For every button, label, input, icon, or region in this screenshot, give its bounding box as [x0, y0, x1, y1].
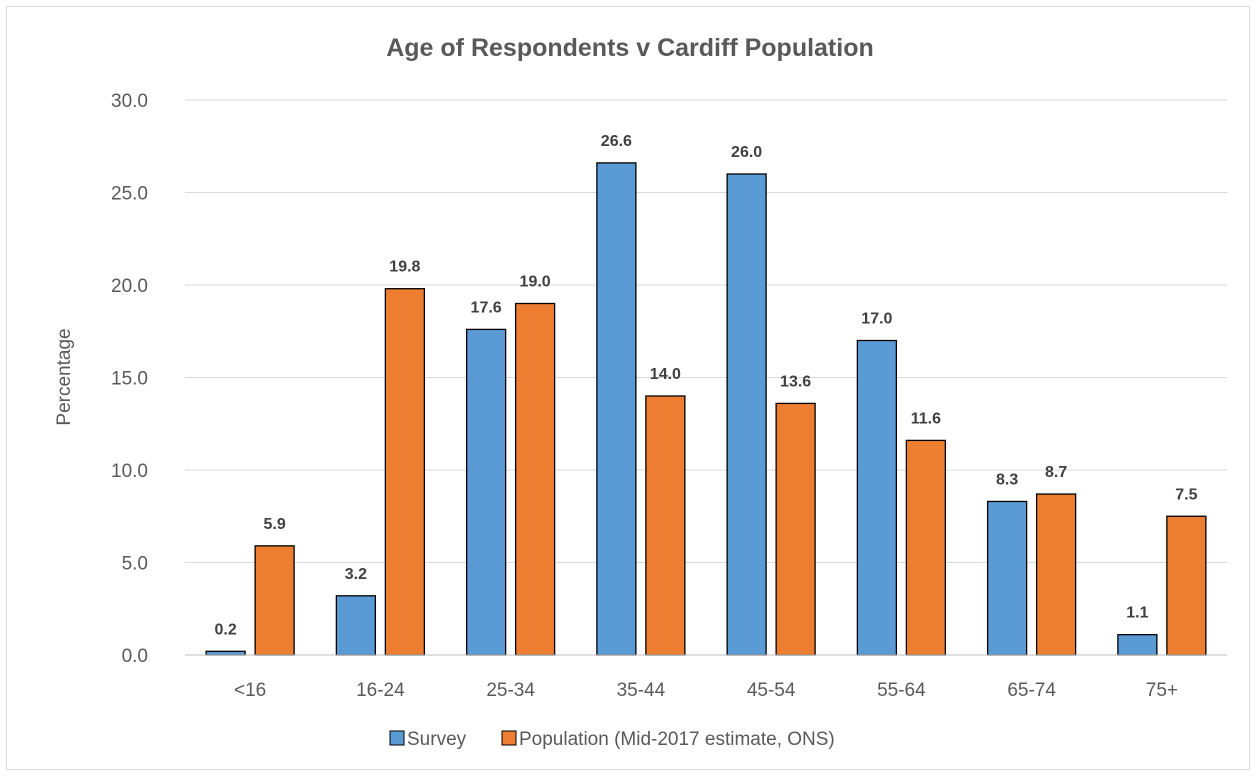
- legend: Survey Population (Mid-2017 estimate, ONS…: [389, 729, 835, 750]
- survey-data-label: 26.6: [601, 133, 632, 150]
- y-tick-label: 25.0: [111, 184, 148, 205]
- population-data-label: 19.0: [520, 274, 551, 291]
- gridlines: [185, 99, 1227, 563]
- survey-bar: [726, 173, 767, 656]
- legend-label-survey: Survey: [407, 729, 467, 750]
- population-data-label: 5.9: [264, 516, 286, 533]
- population-data-label: 19.8: [389, 259, 420, 276]
- y-tick-label: 20.0: [111, 276, 148, 297]
- data-labels: 0.2 5.9 3.2 19.8 17.6 19.0 26.6 14.0 26.0 13.6 17.…: [215, 133, 1198, 638]
- population-data-label: 14.0: [650, 366, 681, 383]
- x-tick-label: 75+: [1146, 680, 1178, 701]
- y-tick-label: 30.0: [111, 91, 148, 112]
- y-tick-label: 15.0: [111, 369, 148, 390]
- population-data-label: 11.6: [911, 410, 941, 427]
- y-tick-label: 0.0: [122, 646, 148, 667]
- survey-data-label: 26.0: [731, 144, 762, 161]
- survey-bar: [1117, 634, 1158, 656]
- chart-title: Age of Respondents v Cardiff Population: [386, 34, 874, 62]
- population-bar: [905, 439, 947, 656]
- survey-bar: [335, 595, 377, 656]
- population-bar: [1166, 515, 1207, 656]
- survey-bar: [465, 328, 507, 656]
- x-tick-label: 35-44: [617, 680, 666, 701]
- bars: [205, 162, 1207, 656]
- y-axis-label: Percentage: [54, 328, 75, 425]
- population-bar: [775, 402, 816, 656]
- population-data-label: 8.7: [1045, 464, 1067, 481]
- x-tick-label: 16-24: [356, 680, 405, 701]
- survey-bar: [986, 500, 1028, 656]
- x-tick-label: 55-64: [877, 680, 926, 701]
- population-data-label: 13.6: [780, 373, 811, 390]
- population-bar: [1035, 493, 1077, 656]
- x-axis-ticks: <16 16-24 25-34 35-44 45-54 55-64 65-74 75+: [234, 680, 1178, 701]
- x-tick-label: 45-54: [747, 680, 796, 701]
- survey-data-label: 1.1: [1126, 605, 1148, 622]
- legend-swatch-population: [501, 730, 517, 746]
- survey-data-label: 3.2: [345, 566, 367, 583]
- x-tick-label: <16: [234, 680, 266, 701]
- y-tick-label: 5.0: [122, 554, 148, 575]
- x-tick-label: 25-34: [486, 680, 535, 701]
- population-data-label: 7.5: [1175, 486, 1197, 503]
- survey-bar: [596, 162, 637, 656]
- survey-data-label: 0.2: [215, 621, 237, 638]
- x-tick-label: 65-74: [1007, 680, 1056, 701]
- survey-data-label: 17.0: [861, 311, 892, 328]
- y-axis-ticks: 0.0 5.0 10.0 15.0 20.0 25.0 30.0: [111, 91, 148, 667]
- legend-swatch-survey: [389, 730, 405, 746]
- survey-data-label: 8.3: [996, 471, 1018, 488]
- y-tick-label: 10.0: [111, 461, 148, 482]
- survey-bar: [856, 339, 898, 656]
- population-bar: [645, 395, 686, 656]
- population-bar: [514, 302, 556, 656]
- population-bar: [384, 288, 426, 656]
- survey-bar: [205, 650, 246, 656]
- population-bar: [254, 545, 295, 656]
- survey-data-label: 17.6: [471, 299, 502, 316]
- legend-label-population: Population (Mid-2017 estimate, ONS): [519, 729, 835, 750]
